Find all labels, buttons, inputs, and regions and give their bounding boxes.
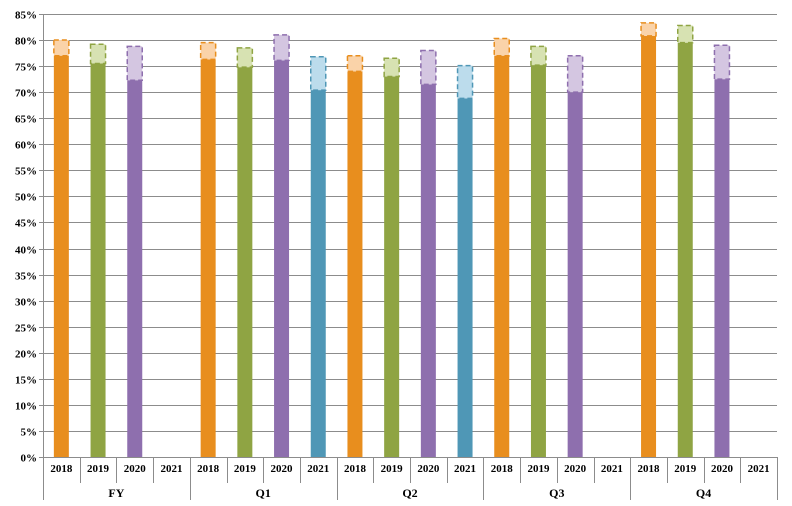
bars — [53, 22, 731, 458]
y-tick-label: 75% — [15, 62, 37, 74]
x-axis: 2018 2019 2020 2021 FY 2018 2019 2020 2021 Q1 2018… — [43, 457, 778, 500]
x-group-label: Q3 — [549, 486, 564, 500]
y-tick-label: 10% — [15, 401, 37, 413]
y-tick-label: 65% — [15, 114, 37, 126]
x-tick-label-year: 2018 — [197, 463, 220, 475]
x-tick-label-year: 2021 — [601, 463, 623, 475]
x-tick-label-year: 2018 — [50, 463, 73, 475]
range-box-q1-2021 — [310, 55, 327, 91]
x-tick-label-year: 2019 — [381, 463, 404, 475]
y-tick-label: 85% — [15, 10, 37, 22]
range-box-q2-2019 — [383, 57, 400, 78]
y-tick-label: 35% — [15, 271, 37, 283]
range-box-q4-2020 — [713, 44, 731, 80]
bar-q2-2020 — [420, 84, 436, 457]
x-tick-label-year: 2020 — [124, 463, 147, 475]
x-tick-label-year: 2018 — [491, 463, 514, 475]
range-box-q2-2020 — [420, 49, 437, 86]
y-tick-label: 15% — [15, 375, 37, 387]
gridlines — [43, 14, 777, 458]
bar-q3-2019 — [530, 65, 546, 458]
range-box-q4-2018 — [640, 22, 657, 37]
y-tick-label: 40% — [15, 245, 37, 257]
bar-q1-2018 — [200, 59, 216, 458]
bar-q1-2020 — [274, 60, 290, 457]
x-tick-label-year: 2021 — [748, 463, 770, 475]
y-tick-label: 70% — [15, 88, 37, 100]
x-tick-label-year: 2018 — [344, 463, 367, 475]
y-axis: 0% 5% 10% 15% 20% 25% 30% 35% 40% 45% 50% 55% 60% 65%… — [15, 10, 44, 465]
x-group-label: Q2 — [402, 486, 417, 500]
x-tick-label-year: 2021 — [454, 463, 476, 475]
range-box-q4-2019 — [677, 24, 694, 44]
y-tick-label: 0% — [21, 453, 38, 465]
range-box-q2-2021 — [456, 64, 474, 100]
x-tick-label-year: 2020 — [271, 463, 294, 475]
y-tick-label: 25% — [15, 323, 37, 335]
x-tick-label-year: 2019 — [87, 463, 110, 475]
x-tick-label-year: 2019 — [674, 463, 697, 475]
bar-q2-2018 — [347, 71, 363, 458]
bar-q1-2021 — [310, 90, 326, 457]
x-tick-label-year: 2019 — [234, 463, 257, 475]
y-tick-label: 30% — [15, 297, 37, 309]
bar-fy-2018 — [53, 55, 69, 457]
range-box-q2-2018 — [346, 54, 364, 73]
bar-fy-2020 — [127, 80, 143, 457]
x-tick-label-year: 2018 — [638, 463, 661, 475]
x-tick-label-year: 2020 — [711, 463, 734, 475]
y-tick-label: 55% — [15, 166, 37, 178]
bar-q4-2020 — [714, 79, 730, 457]
x-group-label: Q1 — [256, 486, 271, 500]
bar-q3-2018 — [494, 55, 510, 457]
y-tick-label: 45% — [15, 218, 37, 230]
bar-q1-2019 — [237, 67, 253, 457]
bar-fy-2019 — [90, 63, 106, 457]
bar-q2-2019 — [384, 76, 400, 458]
bar-q3-2020 — [567, 92, 583, 458]
range-box-fy-2019 — [89, 43, 107, 65]
range-box-q3-2019 — [530, 45, 547, 66]
y-tick-label: 80% — [15, 36, 37, 48]
x-tick-label-year: 2020 — [417, 463, 440, 475]
x-tick-label-year: 2021 — [307, 463, 329, 475]
y-tick-label: 5% — [21, 427, 38, 439]
range-box-q3-2018 — [493, 37, 510, 57]
y-tick-label: 20% — [15, 349, 37, 361]
x-tick-label-year: 2021 — [160, 463, 182, 475]
x-group-label: Q4 — [696, 486, 711, 500]
bar-q2-2021 — [457, 98, 473, 457]
bar-q4-2019 — [677, 42, 693, 458]
bar-q4-2018 — [641, 35, 657, 458]
y-tick-label: 60% — [15, 140, 37, 152]
range-box-q1-2019 — [236, 47, 254, 68]
range-box-q1-2018 — [199, 41, 217, 61]
range-box-q1-2020 — [273, 34, 290, 62]
range-box-fy-2018 — [53, 39, 70, 57]
x-tick-label-year: 2020 — [564, 463, 587, 475]
range-box-q3-2020 — [566, 54, 584, 93]
range-box-fy-2020 — [126, 45, 143, 81]
x-group-label: FY — [108, 486, 124, 500]
y-tick-label: 50% — [15, 192, 37, 204]
x-tick-label-year: 2019 — [527, 463, 550, 475]
